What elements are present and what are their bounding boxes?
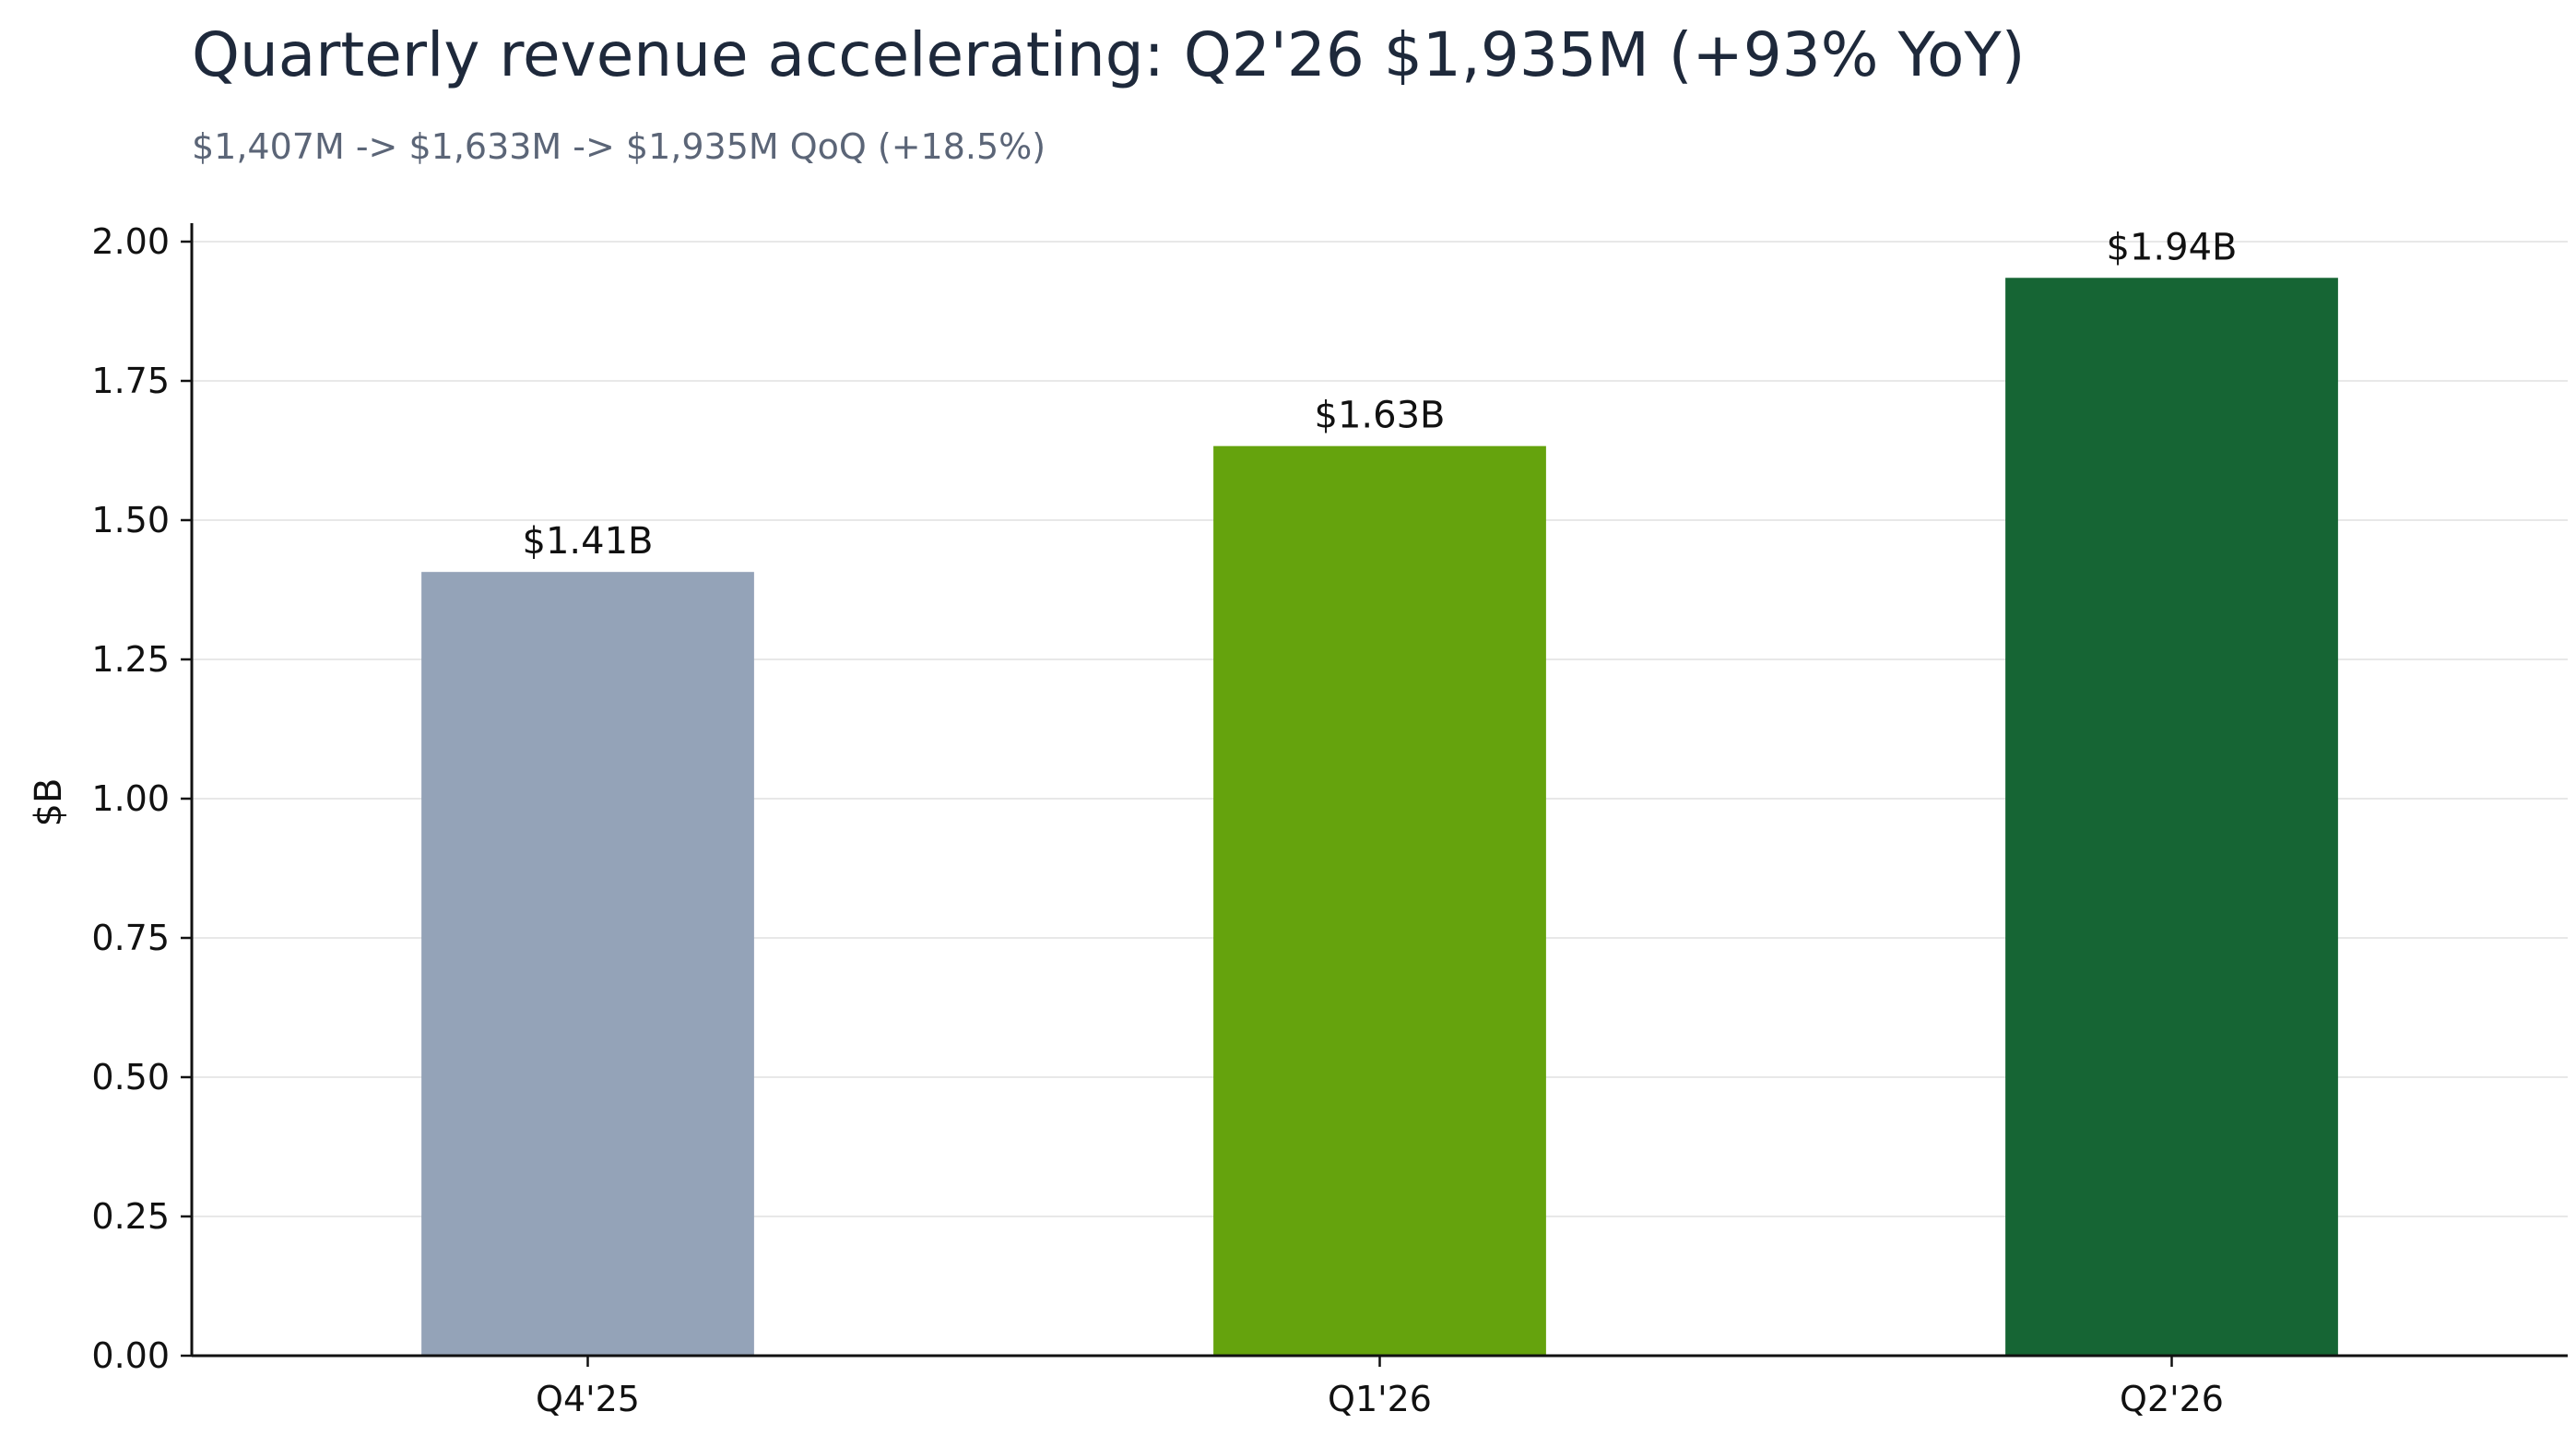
y-tick-label: 1.25 (91, 639, 170, 680)
chart-subtitle: $1,407M -> $1,633M -> $1,935M QoQ (+18.5… (192, 126, 1046, 167)
y-tick-label: 0.00 (91, 1335, 170, 1376)
x-tick-label: Q2'26 (2120, 1379, 2224, 1419)
y-tick-label: 0.25 (91, 1196, 170, 1237)
bar (1213, 445, 1546, 1357)
y-tick-label: 1.75 (91, 361, 170, 401)
y-tick-label: 1.00 (91, 778, 170, 819)
bar-value-label: $1.94B (2107, 226, 2238, 268)
y-tick-label: 0.75 (91, 918, 170, 958)
y-tick-label: 0.50 (91, 1057, 170, 1097)
chart-title: Quarterly revenue accelerating: Q2'26 $1… (192, 19, 2025, 90)
y-axis-label: $B (28, 778, 70, 827)
bar-value-label: $1.63B (1315, 395, 1446, 437)
bar (2005, 278, 2338, 1356)
bars (421, 278, 2338, 1357)
y-tick-label: 2.00 (91, 221, 170, 262)
x-tick-label: Q4'25 (536, 1379, 640, 1419)
data-labels: $1.41B $1.63B $1.94B (523, 226, 2238, 563)
bar (421, 572, 754, 1356)
bar-value-label: $1.41B (523, 520, 654, 563)
x-tick-label: Q1'26 (1328, 1379, 1432, 1419)
axes: 0.00 0.25 0.50 0.75 1.00 1.25 1.50 1.75 2.00 Q4'2… (91, 221, 2568, 1419)
y-tick-label: 1.50 (91, 500, 170, 540)
